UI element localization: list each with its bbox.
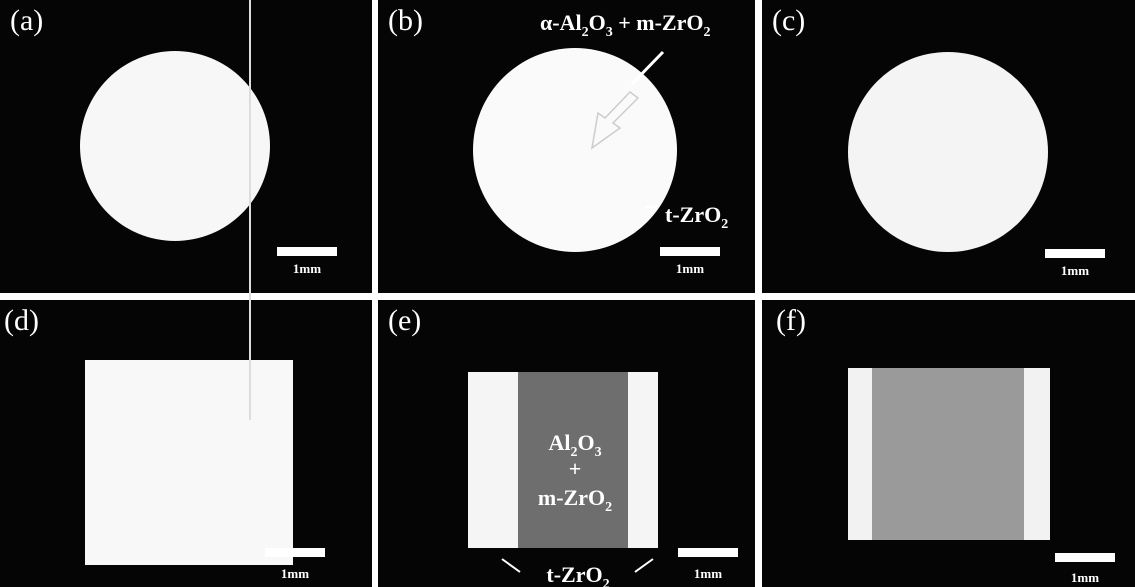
figure: (a)1mm(b)1mmα-Al2O3 + m-ZrO2t-ZrO2(c)1mm…: [0, 0, 1135, 587]
specimen-f-left: [848, 368, 874, 540]
annotation-text: t-ZrO: [546, 562, 602, 587]
subscript: 2: [703, 25, 710, 40]
subscript: 2: [582, 25, 589, 40]
scale-label: 1mm: [676, 261, 704, 276]
annotation: +: [569, 456, 582, 481]
annotation-text: m-ZrO: [538, 485, 605, 510]
scale-bar: [678, 548, 738, 557]
specimen-b: [473, 48, 677, 252]
specimen-e-right: [628, 372, 658, 548]
annotation-text: +: [569, 456, 582, 481]
subscript: 3: [595, 445, 602, 460]
subscript: 2: [721, 217, 728, 232]
panel-label: (f): [776, 304, 806, 337]
panel-label: (c): [772, 4, 805, 37]
specimen-c: [848, 52, 1048, 252]
scale-label: 1mm: [694, 566, 722, 581]
specimen-e-left: [468, 372, 520, 548]
specimen-d: [85, 360, 293, 565]
specimen-f-right: [1024, 368, 1050, 540]
scale-bar: [660, 247, 720, 256]
scale-bar: [277, 247, 337, 256]
subscript: 2: [605, 500, 612, 515]
scale-bar: [1055, 553, 1115, 562]
scale-label: 1mm: [293, 261, 321, 276]
annotation-text: O: [589, 10, 606, 35]
scale-bar: [1045, 249, 1105, 258]
scale-label: 1mm: [1061, 263, 1089, 278]
annotation-text: α-Al: [540, 10, 582, 35]
scale-label: 1mm: [281, 566, 309, 581]
annotation: t-ZrO2: [546, 562, 609, 587]
specimen-f-core: [872, 368, 1026, 540]
subscript: 2: [603, 577, 610, 587]
panel-label: (d): [4, 304, 39, 337]
panel-label: (a): [10, 4, 43, 37]
scale-bar: [265, 548, 325, 557]
panel-label: (e): [388, 304, 421, 337]
annotation-text: + m-ZrO: [613, 10, 704, 35]
subscript: 3: [606, 25, 613, 40]
panel-label: (b): [388, 4, 423, 37]
annotation-text: Al: [548, 430, 570, 455]
annotation-text: t-ZrO: [665, 202, 721, 227]
annotation-text: O: [577, 430, 594, 455]
specimen-a: [80, 51, 270, 241]
scale-label: 1mm: [1071, 570, 1099, 585]
